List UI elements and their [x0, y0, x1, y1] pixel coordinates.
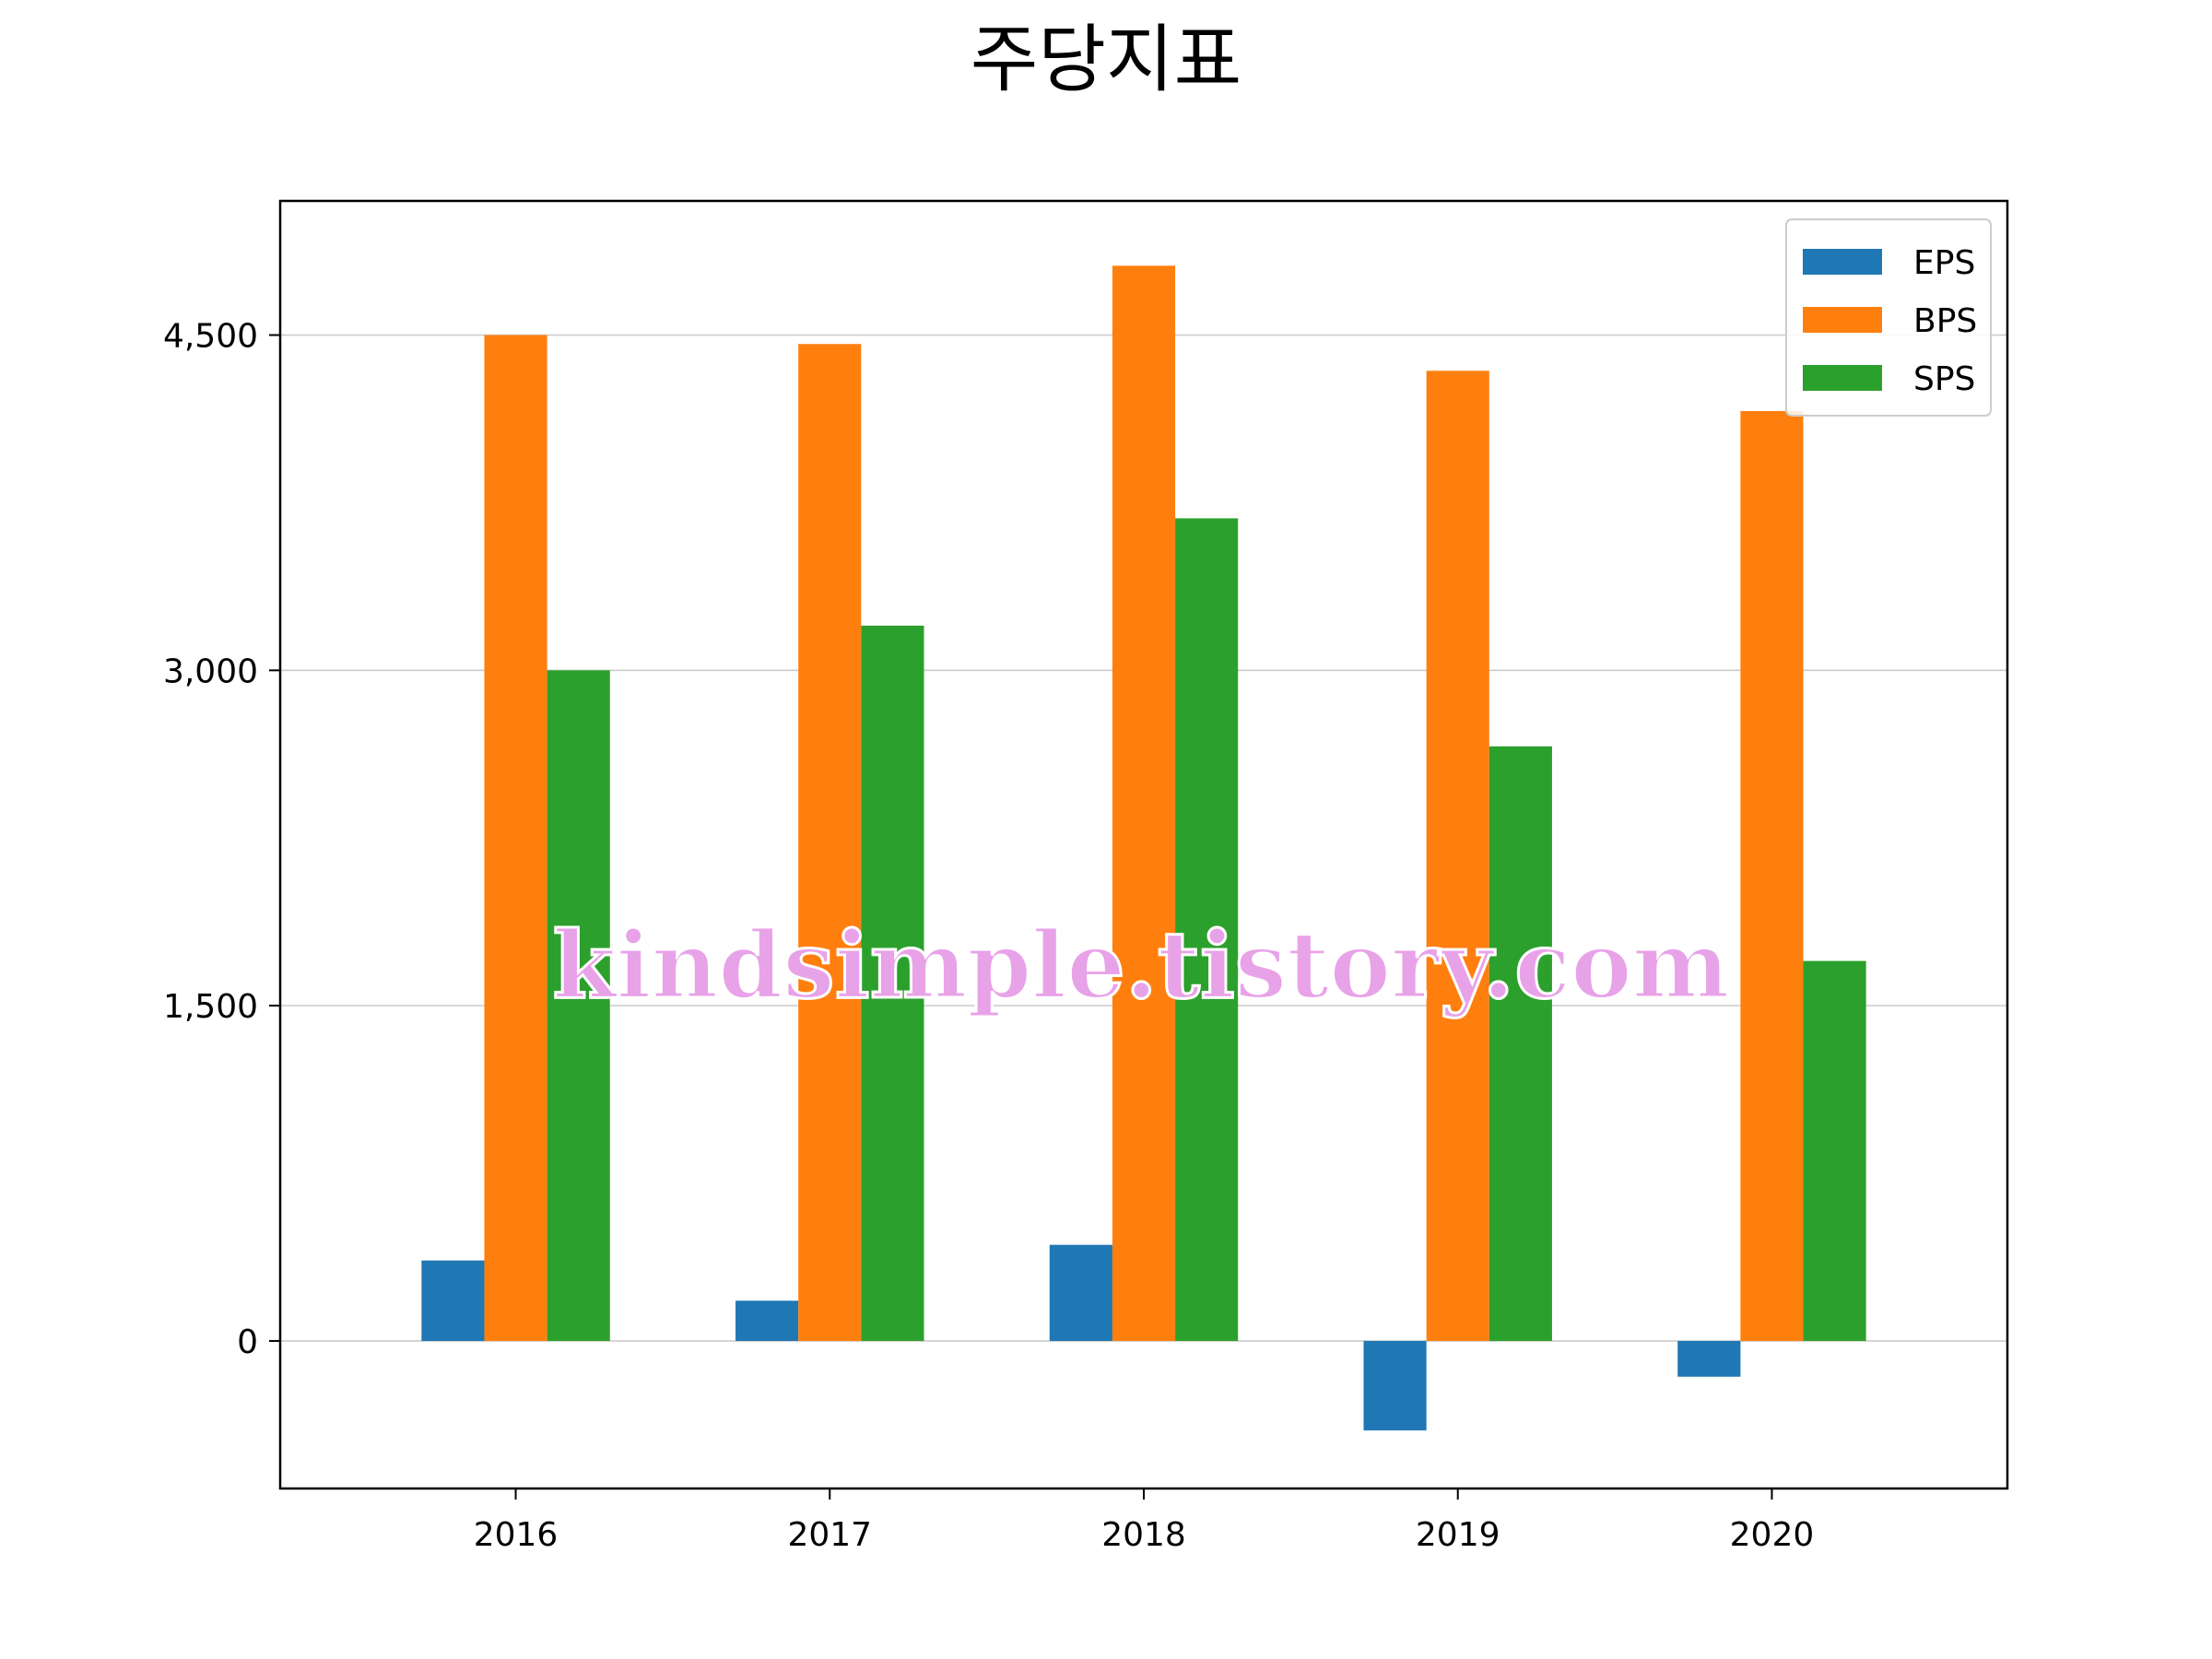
bar-bps-2019 — [1426, 371, 1489, 1341]
legend-swatch-bps — [1803, 307, 1882, 333]
y-axis: 0 1,500 3,000 4,500 — [163, 318, 280, 1361]
chart-title: 주당지표 — [971, 17, 1241, 102]
bars — [421, 265, 1866, 1430]
y-tick-label: 0 — [237, 1324, 258, 1361]
bar-bps-2020 — [1740, 410, 1804, 1341]
x-tick-label: 2020 — [1730, 1516, 1815, 1554]
x-tick-label: 2018 — [1101, 1516, 1186, 1554]
x-tick-label: 2016 — [474, 1516, 559, 1554]
y-tick-label: 3,000 — [163, 653, 258, 690]
legend-swatch-sps — [1803, 365, 1882, 391]
legend-label-bps: BPS — [1913, 302, 1977, 340]
legend-label-sps: SPS — [1913, 360, 1975, 398]
watermark: kindsimple.tistory.com — [552, 911, 1729, 1019]
bar-eps-2016 — [421, 1260, 485, 1341]
x-tick-label: 2017 — [787, 1516, 872, 1554]
x-tick-label: 2019 — [1416, 1516, 1500, 1554]
bar-sps-2016 — [547, 670, 610, 1341]
bar-eps-2017 — [735, 1300, 799, 1341]
x-axis: 2016 2017 2018 2019 2020 — [474, 1488, 1815, 1554]
bar-eps-2018 — [1049, 1244, 1112, 1341]
bar-bps-2016 — [484, 335, 547, 1341]
bar-sps-2019 — [1488, 746, 1552, 1341]
bar-sps-2017 — [861, 625, 924, 1341]
legend: EPS BPS SPS — [1785, 218, 1992, 417]
legend-label-eps: EPS — [1913, 244, 1975, 282]
y-tick-label: 4,500 — [163, 318, 258, 356]
bar-eps-2020 — [1677, 1340, 1741, 1377]
bar-sps-2020 — [1803, 960, 1866, 1341]
bar-sps-2018 — [1175, 518, 1239, 1341]
bar-eps-2019 — [1363, 1340, 1427, 1430]
y-tick-label: 1,500 — [163, 988, 258, 1026]
bar-bps-2018 — [1112, 265, 1176, 1341]
bar-bps-2017 — [798, 344, 862, 1341]
legend-swatch-eps — [1803, 249, 1882, 275]
